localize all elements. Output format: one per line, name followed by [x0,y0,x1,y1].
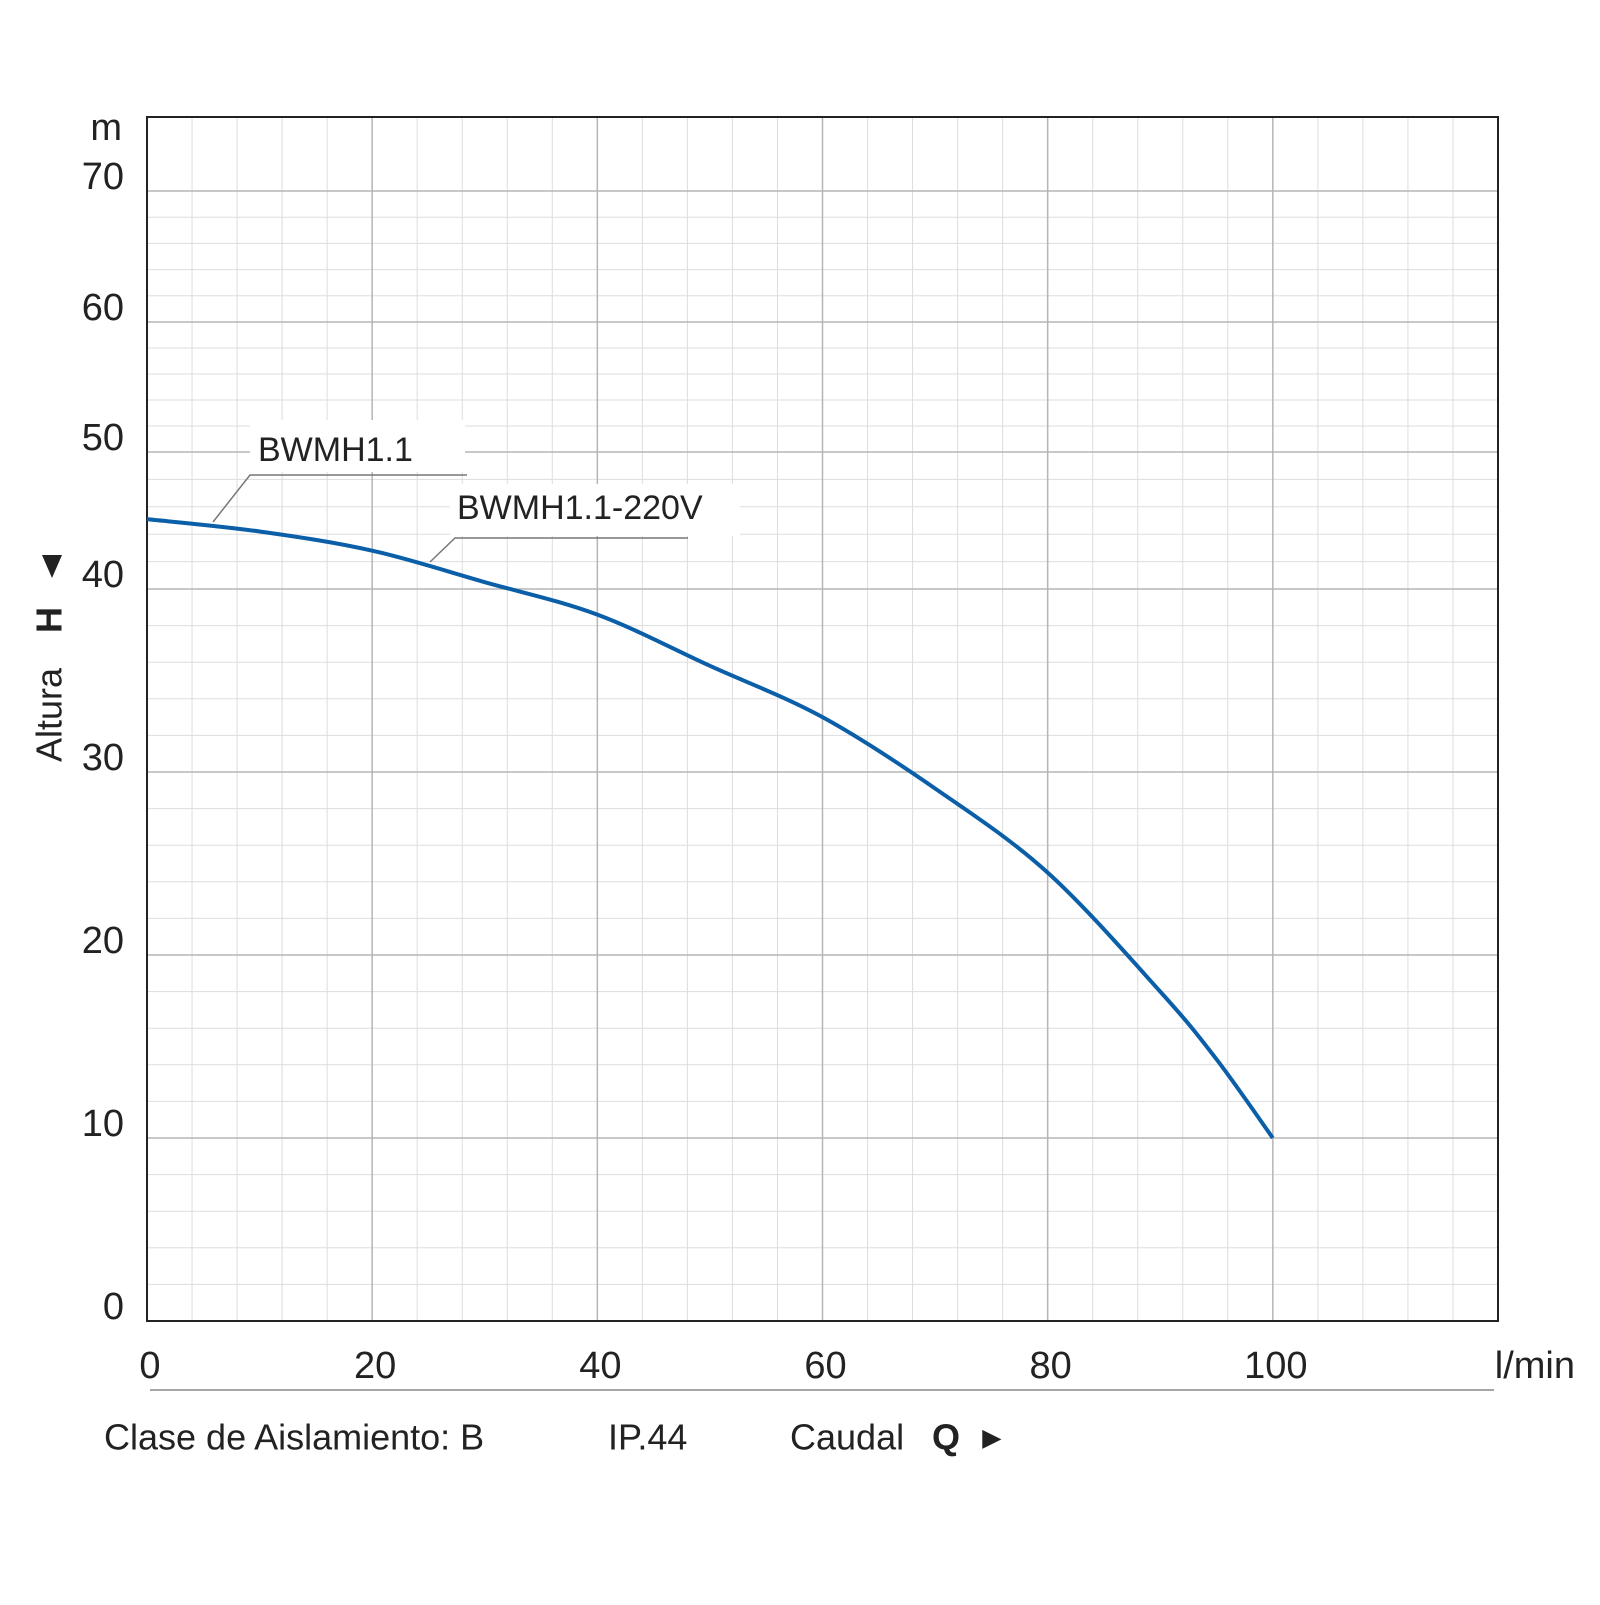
y-unit: m [90,107,122,149]
curve [146,517,1275,1140]
leader [212,474,467,523]
y-tick-label: 60 [82,287,124,329]
x-label: Caudal [790,1417,904,1458]
y-tick-label: 30 [82,737,124,779]
x-tick-label: 100 [1244,1345,1307,1387]
plot-frame [146,116,1499,1322]
annotation: BWMH1.1 [258,431,413,469]
y-tick-label: 70 [82,156,124,198]
footer-text: IP.44 [608,1417,687,1458]
y-arrow [42,555,62,578]
leader [429,537,688,563]
footer-text: Clase de Aislamiento: B [104,1417,484,1458]
annotation: BWMH1.1-220V [457,489,703,527]
x-tick-label: 0 [139,1345,160,1387]
y-tick-label: 40 [82,554,124,596]
label-bg [250,420,465,472]
y-label: Altura [29,667,70,762]
label-bg [450,484,740,536]
x-arrow: ► [976,1419,1008,1455]
y-title: Altura H [29,555,70,762]
x-tick-label: 60 [804,1345,846,1387]
x-tick-label: 40 [579,1345,621,1387]
y-tick-label: 10 [82,1103,124,1145]
x-tick-label: 80 [1030,1345,1072,1387]
x-symbol: Q [932,1417,960,1458]
x-unit: l/min [1495,1345,1575,1387]
y-tick-label: 0 [103,1286,124,1328]
y-tick-label: 50 [82,417,124,459]
x-tick-label: 20 [354,1345,396,1387]
y-tick-label: 20 [82,920,124,962]
y-symbol: H [29,607,70,633]
